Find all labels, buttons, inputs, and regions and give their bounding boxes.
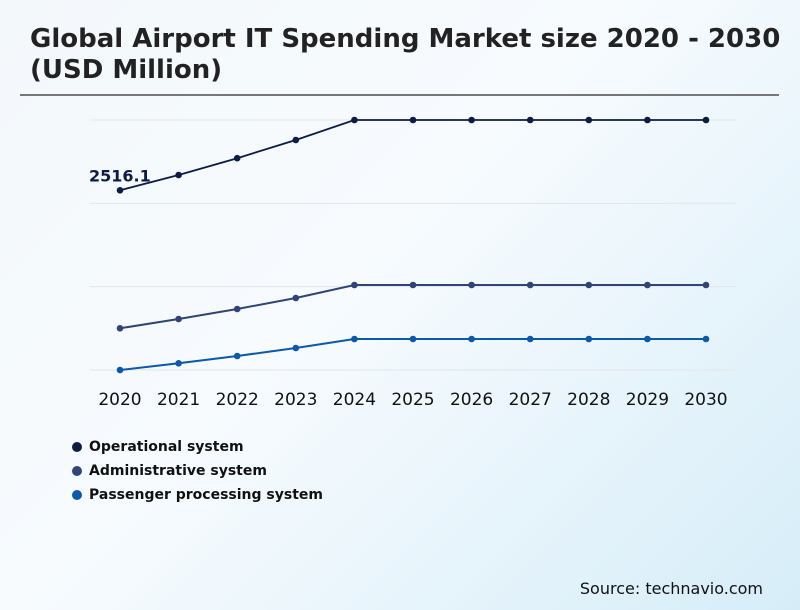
data-point <box>644 281 651 289</box>
x-tick-label: 2026 <box>450 390 493 410</box>
data-point <box>233 305 241 313</box>
data-point <box>116 186 124 194</box>
legend-dot-icon <box>72 442 82 452</box>
data-point <box>644 116 651 124</box>
line-chart: 2020 2021 2022 2023 2024 2025 2026 2027 2028 2029… <box>89 116 736 410</box>
data-point <box>175 315 182 323</box>
legend-label: Operational system <box>89 439 244 455</box>
x-tick-label: 2025 <box>391 390 434 410</box>
data-point <box>409 335 417 343</box>
legend-dot-icon <box>72 466 82 476</box>
legend-dot-icon <box>72 490 82 500</box>
series-line <box>119 119 706 192</box>
series-line <box>119 338 706 371</box>
series-line <box>119 284 706 330</box>
data-point <box>116 366 124 374</box>
data-point <box>526 116 534 124</box>
data-point <box>292 136 300 144</box>
legend: Operational system Administrative system P… <box>72 435 323 507</box>
data-point <box>468 116 475 124</box>
legend-label: Passenger processing system <box>89 487 323 503</box>
data-point <box>409 281 417 289</box>
x-tick-label: 2027 <box>509 390 552 410</box>
data-point <box>468 281 475 289</box>
x-tick-label: 2020 <box>98 390 141 410</box>
data-point <box>585 281 593 289</box>
data-point <box>175 171 182 179</box>
x-tick-label: 2030 <box>684 390 727 410</box>
data-point <box>585 335 593 343</box>
x-tick-label: 2029 <box>626 390 669 410</box>
x-tick-label: 2023 <box>274 390 317 410</box>
data-point <box>702 281 710 289</box>
data-point <box>468 335 475 343</box>
legend-item: Operational system <box>72 435 323 459</box>
data-point <box>351 335 358 343</box>
data-point <box>292 294 300 302</box>
x-tick-label: 2024 <box>333 390 376 410</box>
data-point <box>526 335 534 343</box>
source-text: Source: technavio.com <box>579 579 763 598</box>
data-point <box>351 281 358 289</box>
data-point <box>233 154 241 162</box>
data-point <box>116 324 124 332</box>
data-point <box>702 335 710 343</box>
data-label: 2516.1 <box>89 166 151 185</box>
data-point <box>702 116 710 124</box>
legend-item: Administrative system <box>72 459 323 483</box>
data-point <box>526 281 534 289</box>
legend-item: Passenger processing system <box>72 483 323 507</box>
chart-title: Global Airport IT Spending Market size 2… <box>30 24 781 85</box>
x-tick-label: 2028 <box>567 390 610 410</box>
legend-label: Administrative system <box>89 463 267 479</box>
data-point <box>409 116 417 124</box>
data-point <box>351 116 358 124</box>
data-point <box>175 359 182 367</box>
x-tick-label: 2021 <box>157 390 200 410</box>
data-point <box>292 344 300 352</box>
data-point <box>644 335 651 343</box>
data-point <box>233 352 241 360</box>
data-point <box>585 116 593 124</box>
title-divider <box>20 94 779 96</box>
x-tick-label: 2022 <box>216 390 259 410</box>
